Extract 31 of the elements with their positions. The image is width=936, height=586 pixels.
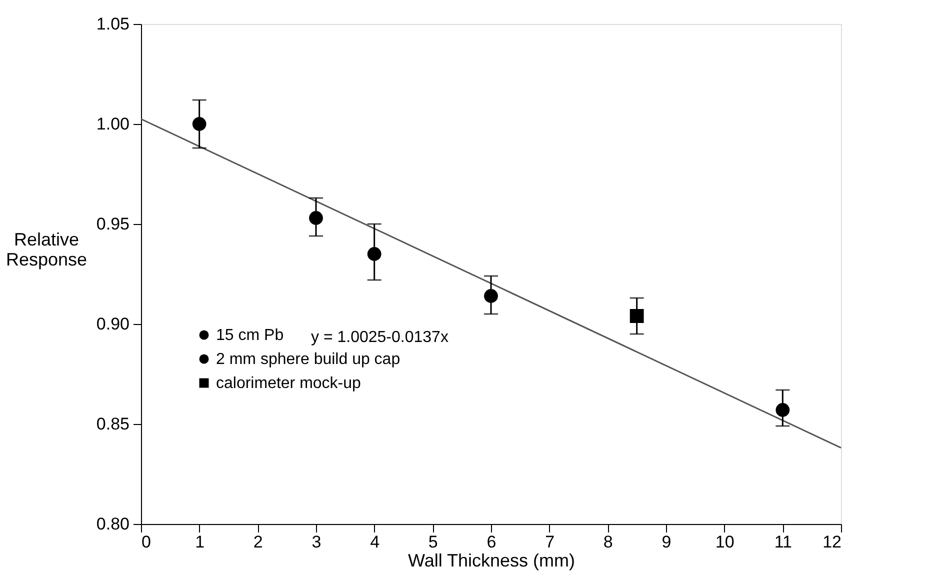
y-tick-label: 0.90 bbox=[96, 314, 130, 334]
y-tick-label: 0.80 bbox=[96, 514, 130, 534]
x-tick-label: 8 bbox=[603, 532, 613, 552]
x-tick-label: 4 bbox=[370, 532, 380, 552]
x-tick-label: 5 bbox=[428, 532, 438, 552]
point bbox=[309, 211, 323, 225]
y-axis-title: Relative Response bbox=[6, 230, 88, 270]
x-tick-label: 6 bbox=[486, 532, 496, 552]
x-tick-label: 3 bbox=[312, 532, 322, 552]
x-tick-label: 7 bbox=[545, 532, 555, 552]
point bbox=[192, 117, 206, 131]
point bbox=[367, 247, 382, 261]
legend-label: calorimeter mock-up bbox=[216, 375, 362, 392]
legend-label: 2 mm sphere build up cap bbox=[216, 351, 400, 368]
x-tick-label: 12 bbox=[822, 532, 842, 552]
x-tick-label: 2 bbox=[253, 532, 263, 552]
point bbox=[630, 309, 644, 323]
y-tick-label: 1.05 bbox=[96, 14, 130, 34]
x-axis-title: Wall Thickness (mm) bbox=[408, 550, 576, 570]
legend-label: 15 cm Pb bbox=[216, 327, 284, 344]
annotation: y = 1.0025-0.0137x bbox=[311, 329, 448, 346]
x-tick-label: 11 bbox=[774, 532, 792, 552]
y-tick-label: 0.95 bbox=[96, 214, 130, 234]
x-tick-label: 10 bbox=[715, 532, 734, 552]
y-tick-label: 0.85 bbox=[96, 414, 130, 434]
x-tick-label: 0 bbox=[142, 532, 151, 552]
point bbox=[776, 403, 790, 417]
x-tick-label: 9 bbox=[662, 532, 672, 552]
x-tick-label: 1 bbox=[195, 532, 205, 552]
point bbox=[484, 289, 498, 303]
y-tick-label: 1.00 bbox=[96, 114, 130, 134]
